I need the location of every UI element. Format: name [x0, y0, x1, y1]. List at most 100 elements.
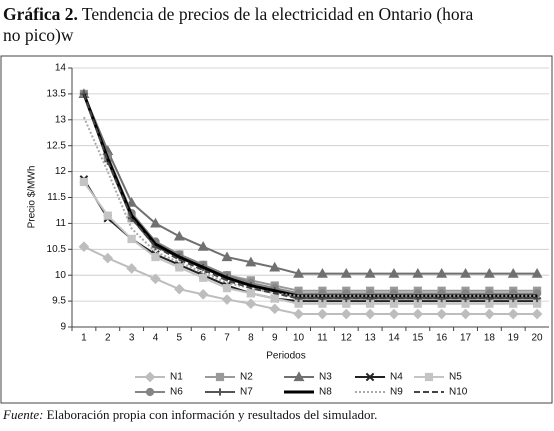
data-point	[507, 308, 519, 320]
note-text: Elaboración propia con información y res…	[46, 407, 378, 422]
data-point	[460, 308, 471, 320]
x-tick-label: 15	[412, 333, 424, 344]
data-point	[151, 252, 160, 262]
legend-label: N4	[390, 372, 403, 383]
x-tick-label: 17	[460, 333, 472, 344]
data-point	[79, 177, 89, 187]
data-point	[221, 294, 233, 305]
data-point	[340, 308, 352, 320]
data-point	[507, 268, 519, 278]
data-point	[126, 197, 138, 207]
data-point	[199, 273, 208, 282]
data-point	[246, 289, 255, 298]
legend-marker	[215, 372, 225, 382]
data-point	[317, 308, 328, 320]
series-line	[83, 116, 538, 297]
y-tick-label: 9	[60, 322, 66, 333]
data-point	[173, 230, 185, 241]
legend-marker	[216, 388, 224, 396]
data-point	[245, 256, 257, 267]
x-tick-label: 2	[105, 333, 111, 344]
legend-marker	[145, 387, 155, 397]
data-point	[436, 268, 448, 278]
series-line	[82, 93, 538, 295]
data-point	[175, 263, 184, 272]
x-tick-label: 12	[341, 333, 353, 344]
legend-label: N9	[390, 387, 403, 398]
legend-marker	[424, 372, 434, 382]
x-tick-label: 19	[508, 333, 520, 344]
chart-frame	[0, 55, 553, 404]
series-line	[82, 93, 538, 292]
series-line	[82, 93, 538, 298]
legend-marker	[293, 371, 305, 382]
legend-label: N6	[170, 387, 183, 398]
legend-label: N5	[449, 372, 462, 383]
legend-label: N8	[319, 387, 332, 398]
y-tick-label: 12	[55, 166, 67, 177]
x-tick-label: 7	[224, 333, 230, 344]
data-point	[222, 284, 232, 293]
legend-label: N3	[319, 372, 332, 383]
data-point	[340, 268, 352, 278]
data-point	[174, 283, 185, 295]
data-point	[197, 289, 209, 300]
source-note: Fuente: Elaboración propia con informaci…	[3, 407, 377, 423]
data-point	[460, 268, 471, 278]
y-tick-label: 10	[55, 270, 67, 281]
x-tick-label: 5	[177, 333, 183, 344]
data-point	[484, 308, 495, 320]
data-point	[364, 268, 376, 278]
series-line	[82, 93, 538, 300]
x-tick-label: 18	[484, 333, 496, 344]
data-point	[221, 251, 233, 262]
legend-marker	[365, 372, 375, 382]
y-tick-label: 12.5	[47, 140, 67, 151]
series-line	[82, 93, 538, 300]
legend-label: N10	[449, 387, 468, 398]
data-point	[531, 308, 543, 320]
note-label: Fuente:	[3, 407, 44, 422]
data-point	[245, 298, 257, 309]
x-tick-label: 6	[200, 333, 206, 344]
y-tick-label: 13.5	[47, 89, 67, 100]
y-tick-label: 13	[55, 114, 67, 125]
x-tick-label: 1	[81, 333, 87, 344]
x-axis-label: Periodos	[266, 351, 305, 362]
data-point	[126, 263, 137, 274]
x-tick-label: 9	[272, 333, 278, 344]
data-point	[293, 308, 304, 320]
data-point	[483, 268, 495, 278]
y-tick-label: 9.5	[52, 296, 66, 307]
y-tick-label: 11.5	[47, 192, 66, 203]
y-axis-label: Precio $/MWh	[27, 166, 38, 229]
y-tick-label: 14	[55, 63, 67, 74]
data-point	[150, 217, 161, 228]
data-point	[293, 268, 305, 278]
data-point	[412, 308, 424, 320]
legend-label: N1	[170, 372, 183, 383]
x-tick-label: 14	[388, 333, 400, 344]
y-tick-label: 11	[56, 218, 67, 229]
data-point	[103, 211, 112, 220]
data-point	[127, 234, 136, 244]
legend-marker	[144, 371, 156, 383]
data-point	[78, 241, 90, 253]
data-point	[412, 268, 424, 278]
data-point	[102, 252, 114, 264]
x-tick-label: 13	[365, 333, 377, 344]
data-point	[269, 303, 281, 315]
x-tick-label: 4	[153, 333, 159, 344]
data-point	[197, 241, 209, 251]
data-point	[388, 268, 400, 278]
legend-label: N7	[240, 387, 253, 398]
data-point	[531, 268, 543, 278]
data-point	[436, 308, 447, 320]
data-point	[150, 273, 161, 285]
title-text: Tendencia de precios de la electricidad …	[3, 4, 474, 45]
data-point	[316, 268, 328, 278]
x-tick-label: 20	[532, 333, 544, 344]
x-tick-label: 10	[293, 333, 305, 344]
